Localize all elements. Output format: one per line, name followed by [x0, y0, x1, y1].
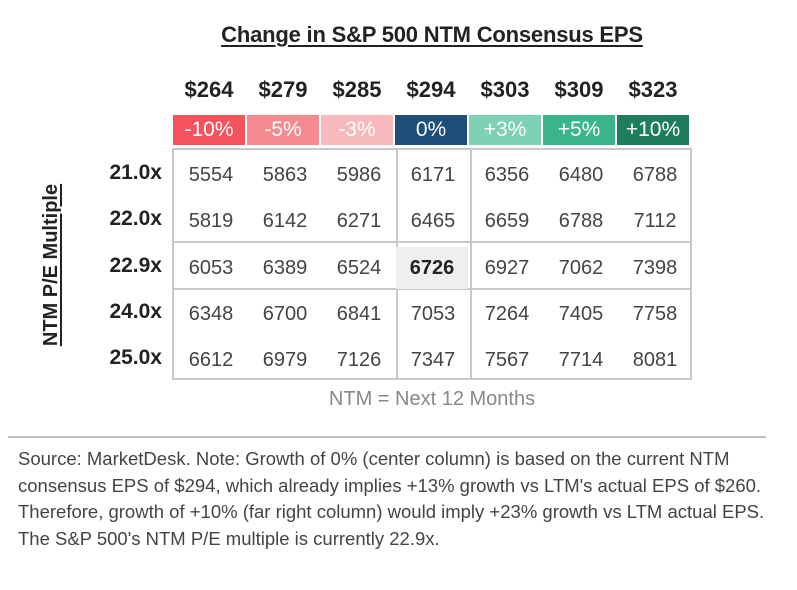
table-cell: 6465	[410, 210, 456, 232]
growth-header: +5%	[543, 115, 615, 145]
table-cell: 7758	[632, 303, 678, 325]
table-cell: 7567	[484, 349, 530, 371]
table-cell: 7126	[336, 349, 382, 371]
chart-title: Change in S&P 500 NTM Consensus EPS	[221, 22, 643, 47]
table-cell: 7053	[410, 303, 456, 325]
table-cell: 7062	[558, 257, 604, 279]
divider	[8, 436, 766, 438]
growth-header: +3%	[469, 115, 541, 145]
table-cell: 7398	[632, 257, 678, 279]
table-cell: 6171	[410, 164, 456, 186]
table-cell: 7264	[484, 303, 530, 325]
eps-header: $279	[258, 77, 308, 102]
table-cell: 6979	[262, 349, 308, 371]
table-cell: 6788	[558, 210, 604, 232]
table-cell: 6271	[336, 210, 382, 232]
table-cell: 6348	[188, 303, 234, 325]
pe-multiple-label: 24.0x	[109, 300, 162, 323]
table-cell: 5819	[188, 210, 234, 232]
eps-header: $285	[332, 77, 382, 102]
table-cell: 8081	[632, 349, 678, 371]
table-cell: 5554	[188, 164, 234, 186]
footnote: NTM = Next 12 Months	[328, 388, 536, 410]
sensitivity-table: 5554 5863 5986 6171 6356 6480 6788 5819 6142 6271…	[172, 148, 692, 380]
table-cell: 6389	[262, 257, 308, 279]
table-cell: 7714	[558, 349, 604, 371]
growth-header: +10%	[617, 115, 689, 145]
y-axis-label: NTM P/E Multiple	[40, 183, 62, 347]
growth-header: -10%	[173, 115, 245, 145]
source-note: Source: MarketDesk. Note: Growth of 0% (…	[18, 448, 765, 549]
table-cell: 6788	[632, 164, 678, 186]
growth-header: -5%	[247, 115, 319, 145]
table-cell: 5986	[336, 164, 382, 186]
table-cell-current: 6726	[396, 247, 468, 289]
eps-header: $309	[554, 77, 604, 102]
grid-line	[470, 150, 472, 378]
table-cell: 6841	[336, 303, 382, 325]
eps-header: $303	[480, 77, 530, 102]
table-cell: 6659	[484, 210, 530, 232]
table-cell: 6927	[484, 257, 530, 279]
eps-header: $264	[184, 77, 234, 102]
table-cell: 7347	[410, 349, 456, 371]
grid-line	[174, 241, 690, 243]
table-cell: 7405	[558, 303, 604, 325]
growth-header: 0%	[395, 115, 467, 145]
growth-header: -3%	[321, 115, 393, 145]
eps-header: $323	[628, 77, 678, 102]
eps-header: $294	[406, 77, 456, 102]
table-cell: 6524	[336, 257, 382, 279]
pe-multiple-label: 22.9x	[109, 254, 162, 277]
table-cell: 6480	[558, 164, 604, 186]
table-cell: 6700	[262, 303, 308, 325]
table-cell: 6612	[188, 349, 234, 371]
table-cell: 6142	[262, 210, 308, 232]
table-cell: 6053	[188, 257, 234, 279]
table-cell: 6356	[484, 164, 530, 186]
pe-multiple-label: 25.0x	[109, 346, 162, 369]
table-cell: 5863	[262, 164, 308, 186]
pe-multiple-label: 22.0x	[109, 207, 162, 230]
pe-multiple-label: 21.0x	[109, 161, 162, 184]
table-cell: 7112	[633, 210, 677, 232]
grid-line	[174, 288, 690, 290]
